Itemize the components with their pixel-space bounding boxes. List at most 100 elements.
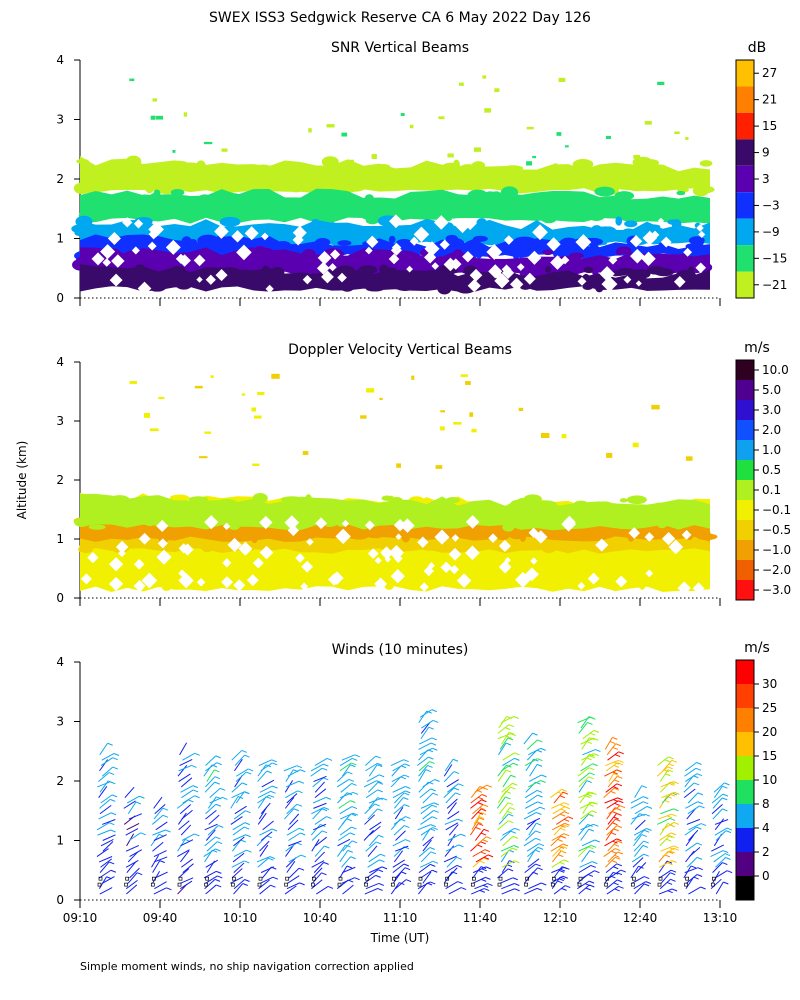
missing-data-hole: [148, 221, 164, 238]
y-tick-label: 0: [56, 291, 64, 305]
wind-barb-staff: [660, 845, 674, 852]
heatmap-speckle: [699, 160, 713, 167]
wind-barb-flag: [480, 832, 487, 836]
wind-barb-flag: [669, 850, 676, 854]
missing-data-hole: [645, 569, 654, 578]
heatmap-speckle: [276, 196, 284, 204]
wind-barb-flag: [506, 864, 513, 868]
wind-barb-flag: [617, 840, 623, 844]
missing-data-hole: [118, 549, 126, 558]
wind-barb-staff: [179, 759, 193, 766]
wind-barb-flag: [664, 854, 671, 858]
wind-barb-staff: [469, 823, 479, 836]
wind-barb-staff: [445, 881, 458, 890]
wind-barb-staff: [260, 876, 274, 884]
missing-data-hole: [330, 571, 344, 585]
upper-speck: [271, 373, 280, 379]
wind-barb-staff: [685, 762, 697, 772]
wind-barb-staff: [206, 841, 218, 852]
wind-barb-staff: [660, 872, 671, 884]
upper-speck: [253, 415, 262, 419]
wind-barb-flag: [614, 802, 620, 806]
wind-barb-staff: [257, 770, 268, 782]
wind-barb-staff: [288, 832, 301, 841]
wind-barb-flag: [139, 795, 145, 799]
calm-marker: [365, 876, 370, 881]
wind-barb-staff: [286, 860, 296, 873]
wind-barb-staff: [392, 839, 406, 847]
missing-data-hole: [698, 230, 706, 238]
wind-barb-staff: [446, 856, 458, 868]
heatmap-speckle: [146, 269, 159, 277]
wind-barb-staff: [126, 795, 140, 804]
wind-barb-staff: [230, 876, 244, 884]
wind-barb-staff: [604, 838, 617, 847]
wind-barb-flag: [374, 803, 380, 807]
wind-barb-staff: [634, 829, 645, 841]
heatmap-speckle: [472, 235, 488, 242]
calm-marker: [98, 876, 103, 881]
wind-barb-flag: [272, 876, 279, 880]
footnote: Simple moment winds, no ship navigation …: [80, 960, 414, 973]
x-tick-label: 10:10: [223, 911, 258, 925]
wind-barb-flag: [588, 828, 595, 832]
wind-barb-staff: [418, 769, 427, 782]
wind-barb-staff: [418, 742, 432, 750]
upper-speck: [644, 120, 652, 125]
wind-barb-flag: [293, 808, 300, 812]
wind-barb-flag: [615, 848, 621, 852]
wind-barb-flag: [690, 865, 697, 869]
heatmap-speckle: [305, 494, 312, 502]
wind-barb-staff: [420, 802, 434, 809]
wind-barb-flag: [540, 747, 546, 751]
wind-barb-staff: [659, 869, 672, 879]
wind-barb-staff: [129, 849, 143, 858]
colorbar-label: 2: [762, 845, 770, 859]
wind-barb-staff: [180, 824, 192, 836]
heatmap-speckle: [169, 265, 186, 277]
wind-barb-staff: [96, 848, 109, 857]
wind-barb-flag: [194, 752, 200, 756]
wind-barb-flag: [165, 829, 171, 833]
wind-barb-flag: [585, 887, 591, 891]
heatmap-speckle: [667, 516, 682, 526]
heatmap-speckle: [372, 536, 380, 548]
calm-marker: [658, 876, 663, 881]
calm-marker: [657, 882, 662, 887]
wind-barb-staff: [100, 757, 113, 766]
wind-barb-flag: [508, 813, 514, 817]
heatmap-speckle: [278, 178, 300, 187]
colorbar-swatch: [736, 60, 754, 87]
wind-barb-staff: [715, 881, 724, 895]
wind-barb-staff: [341, 877, 355, 884]
wind-barb-flag: [589, 772, 595, 776]
wind-barb-staff: [363, 829, 374, 841]
wind-barb-flag: [725, 857, 731, 860]
wind-barb-flag: [726, 870, 733, 874]
wind-barb-staff: [152, 814, 164, 825]
heatmap-speckle: [465, 206, 474, 218]
wind-barb-flag: [696, 842, 703, 846]
wind-barb-flag: [377, 869, 384, 873]
wind-barb-staff: [604, 797, 618, 804]
upper-speck: [632, 442, 639, 448]
upper-speck: [438, 116, 445, 120]
missing-data-hole: [561, 516, 576, 532]
wind-barb-staff: [98, 812, 112, 820]
wind-barb-staff: [526, 749, 538, 761]
missing-data-hole: [246, 574, 259, 587]
heatmap-speckle: [181, 236, 192, 248]
heatmap-speckle: [620, 516, 643, 529]
missing-data-hole: [295, 553, 305, 563]
x-tick-label: 09:40: [143, 911, 178, 925]
wind-barb-flag: [351, 806, 358, 810]
calm-marker: [604, 882, 609, 887]
wind-barb-flag: [616, 769, 622, 773]
wind-barb-staff: [124, 786, 135, 798]
wind-barb-staff: [659, 878, 671, 890]
x-tick-label: 12:10: [543, 911, 578, 925]
wind-barb-flag: [214, 776, 221, 780]
wind-barb-flag: [724, 853, 731, 857]
colorbar-label: −1.0: [762, 543, 791, 557]
heatmap-speckle: [278, 521, 287, 527]
